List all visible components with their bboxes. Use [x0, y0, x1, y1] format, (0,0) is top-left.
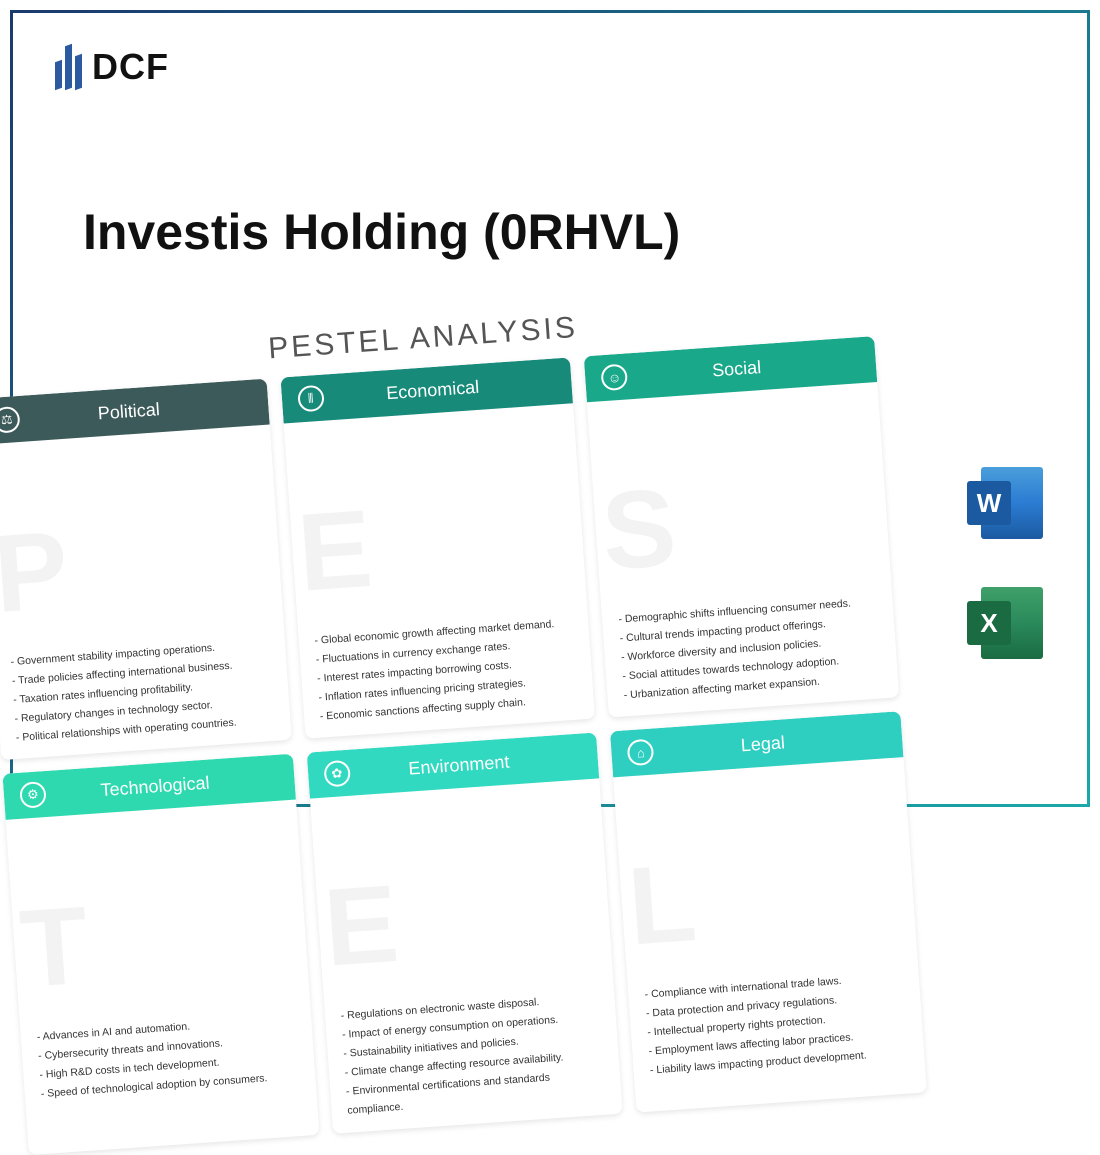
- card-title: Economical: [335, 371, 557, 407]
- card-icon: ☺: [601, 363, 629, 391]
- file-icons: W X: [967, 463, 1047, 663]
- word-icon[interactable]: W: [967, 463, 1047, 543]
- pestel-grid: ⚖ PoliticalP- Government stability impact…: [0, 336, 927, 1155]
- card-title: Environment: [361, 746, 583, 782]
- card-icon: ⚙: [19, 781, 47, 809]
- card-title: Political: [31, 392, 253, 428]
- pestel-card: ⚙ TechnologicalT- Advances in AI and auto…: [2, 754, 319, 1155]
- card-title: Social: [639, 350, 861, 386]
- card-title: Technological: [57, 768, 279, 804]
- pestel-card: ⫴ EconomicalE- Global economic growth aff…: [280, 357, 595, 739]
- pestel-card: ⚖ PoliticalP- Government stability impact…: [0, 379, 291, 761]
- pestel-card: ⌂ LegalL- Compliance with international t…: [610, 712, 927, 1113]
- card-icon: ⌂: [627, 739, 655, 767]
- card-body: E- Regulations on electronic waste dispo…: [310, 779, 623, 1134]
- logo-text: DCF: [92, 46, 169, 88]
- card-icon: ⫴: [297, 385, 325, 413]
- logo: DCF: [55, 45, 169, 89]
- excel-icon[interactable]: X: [967, 583, 1047, 663]
- card-body: P- Government stability impacting operat…: [0, 425, 291, 761]
- card-title: Legal: [665, 725, 887, 761]
- page-title: Investis Holding (0RHVL): [83, 203, 680, 261]
- logo-mark-icon: [55, 45, 82, 89]
- slide-frame: DCF Investis Holding (0RHVL) PESTEL ANAL…: [10, 10, 1090, 807]
- card-body: L- Compliance with international trade l…: [614, 758, 926, 1094]
- pestel-card: ✿ EnvironmentE- Regulations on electronic…: [306, 733, 623, 1134]
- card-body: S- Demographic shifts influencing consum…: [587, 382, 899, 718]
- card-icon: ⚖: [0, 406, 21, 434]
- pestel-analysis: PESTEL ANALYSIS ⚖PoliticalP- Government …: [0, 290, 927, 1155]
- pestel-card: ☺ SocialS- Demographic shifts influencing…: [584, 336, 899, 718]
- card-body: E- Global economic growth affecting mark…: [283, 403, 595, 739]
- card-body: T- Advances in AI and automation.- Cyber…: [6, 800, 317, 1117]
- card-icon: ✿: [323, 760, 351, 788]
